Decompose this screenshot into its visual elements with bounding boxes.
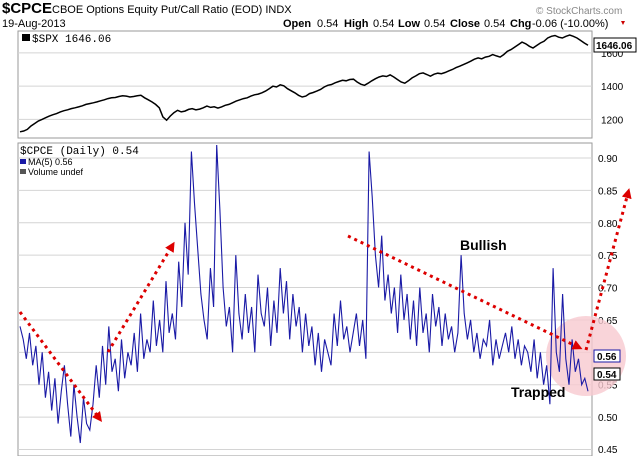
cpce-ytick-label: 0.50 xyxy=(598,413,618,424)
cpce-ytick-label: 0.80 xyxy=(598,219,618,230)
spx-ytick-label: 1600 xyxy=(601,49,624,60)
close-label: Close xyxy=(450,18,480,30)
cpce-ytick-label: 0.45 xyxy=(598,445,618,456)
cpce-grid xyxy=(18,157,592,451)
chart-date: 19-Aug-2013 xyxy=(2,18,66,30)
down-triangle-icon xyxy=(621,21,625,25)
chg-label: Chg xyxy=(510,18,531,30)
cpce-series-line xyxy=(19,144,589,444)
down-trend-arrow-1 xyxy=(18,311,102,423)
spx-legend-text: $SPX 1646.06 xyxy=(32,34,111,46)
spx-panel-frame xyxy=(17,30,593,139)
watermark: © StockCharts.com xyxy=(536,6,622,17)
chg-value: -0.06 (-10.00%) xyxy=(532,18,608,30)
volume-legend-swatch xyxy=(20,169,26,174)
down-trend-arrow-2 xyxy=(347,234,583,350)
ma-last-value: 0.56 xyxy=(597,352,617,363)
open-label: Open xyxy=(283,18,311,30)
open-value: 0.54 xyxy=(317,18,338,30)
chart-title: CBOE Options Equity Put/Call Ratio (EOD)… xyxy=(52,4,292,16)
spx-grid xyxy=(18,52,592,120)
ma-legend-swatch xyxy=(20,159,26,164)
up-trend-arrow-1 xyxy=(106,241,175,353)
high-label: High xyxy=(344,18,369,30)
cpce-ytick-label: 0.70 xyxy=(598,284,618,295)
spx-axis: 1600 1400 1200 xyxy=(601,49,624,126)
low-value: 0.54 xyxy=(424,18,445,30)
cpce-ytick-label: 0.85 xyxy=(598,186,618,197)
cpce-ytick-label: 0.75 xyxy=(598,251,618,262)
spx-last-value-box: 1646.06 xyxy=(593,37,637,53)
spx-last-box xyxy=(593,37,637,53)
cpce-legend-text: $CPCE (Daily) 0.54 xyxy=(20,146,139,158)
spx-ytick-label: 1400 xyxy=(601,82,624,93)
cpce-ytick-label: 0.90 xyxy=(598,154,618,165)
close-value: 0.54 xyxy=(484,18,505,30)
trapped-annotation: Trapped xyxy=(511,384,565,400)
symbol-title: $CPCE xyxy=(2,0,52,17)
spx-legend: $SPX 1646.06 xyxy=(22,34,111,46)
ma-last-box xyxy=(593,349,621,363)
bullish-annotation: Bullish xyxy=(460,237,507,253)
volume-legend-text: Volume undef xyxy=(28,167,84,177)
up-trend-arrow-2 xyxy=(584,188,632,351)
ohlc-readout: Open 0.54 High 0.54 Low 0.54 Close 0.54 … xyxy=(283,18,625,30)
low-label: Low xyxy=(398,18,420,30)
ma-legend-text: MA(5) 0.56 xyxy=(28,157,73,167)
cpce-ytick-label: 0.65 xyxy=(598,316,618,327)
trend-arrows xyxy=(18,188,632,423)
cpce-last-box xyxy=(593,367,621,381)
cpce-axis: 0.900.850.800.750.700.650.600.550.500.45 xyxy=(598,154,618,456)
spx-last-value: 1646.06 xyxy=(596,41,633,52)
high-value: 0.54 xyxy=(373,18,394,30)
spx-legend-swatch xyxy=(22,34,30,41)
cpce-last-value: 0.54 xyxy=(597,370,617,381)
spx-series-line xyxy=(19,34,589,133)
spx-ytick-label: 1200 xyxy=(601,115,624,126)
cpce-value-boxes: 0.56 0.54 xyxy=(593,349,621,381)
cpce-legend: $CPCE (Daily) 0.54 MA(5) 0.56 Volume und… xyxy=(20,146,139,177)
